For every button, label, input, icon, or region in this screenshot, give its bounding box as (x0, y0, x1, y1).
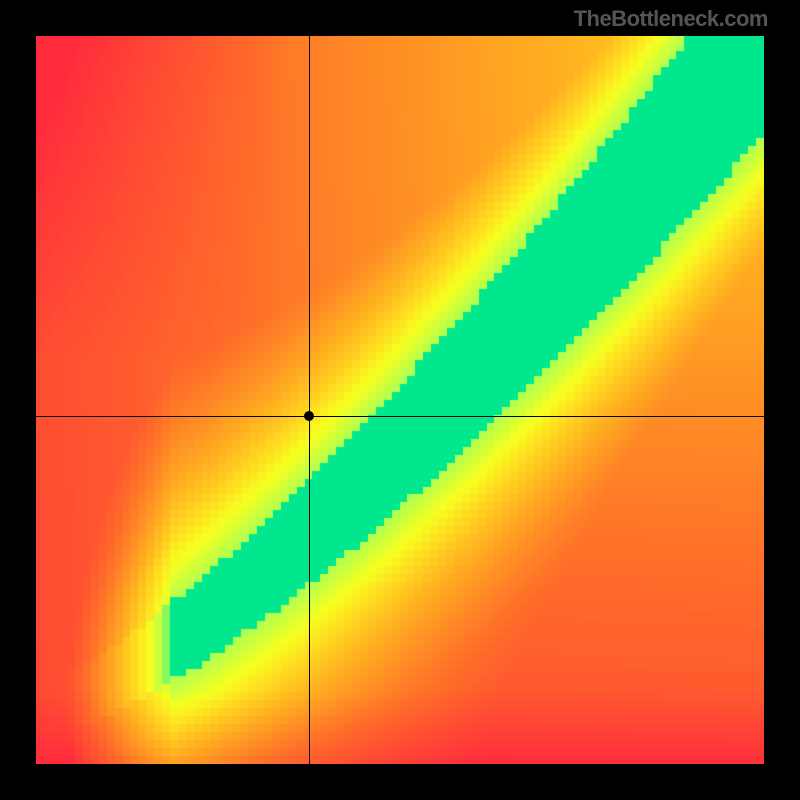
crosshair-horizontal (36, 416, 764, 417)
watermark: TheBottleneck.com (574, 6, 768, 32)
marker-dot (304, 411, 314, 421)
heatmap-canvas (36, 36, 764, 764)
chart-plot-area (36, 36, 764, 764)
crosshair-vertical (309, 36, 310, 764)
